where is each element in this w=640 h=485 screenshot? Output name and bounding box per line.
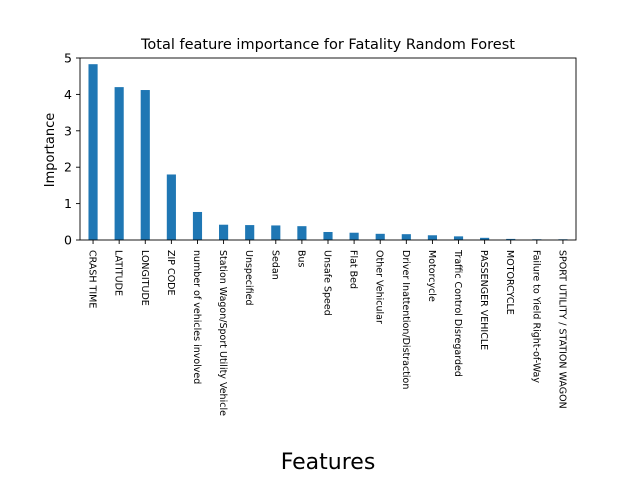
bar xyxy=(140,90,150,240)
x-tick-label: CRASH TIME xyxy=(87,250,98,308)
bar xyxy=(480,237,490,240)
x-tick-label: MOTORCYCLE xyxy=(504,250,515,315)
x-tick-label: Sedan xyxy=(269,250,280,280)
bar xyxy=(192,211,203,240)
bar xyxy=(453,236,464,240)
x-tick-label: Unsafe Speed xyxy=(322,250,333,316)
x-tick-label: Station Wagon/Sport Utility Vehicle xyxy=(217,250,228,416)
bar xyxy=(349,232,359,240)
y-tick-label: 4 xyxy=(64,87,72,102)
x-tick-label: Driver Inattention/Distraction xyxy=(400,250,411,389)
x-tick-label: Other Vehicular xyxy=(374,250,385,324)
y-tick-label: 0 xyxy=(64,233,72,248)
y-tick-label: 1 xyxy=(64,196,72,211)
x-tick-label: Unspecified xyxy=(243,250,254,306)
bar xyxy=(297,226,307,240)
x-tick-label: ZIP CODE xyxy=(165,250,176,296)
x-tick-label: Bus xyxy=(295,250,306,268)
y-tick-label: 5 xyxy=(64,51,72,66)
y-tick-label: 3 xyxy=(64,123,72,138)
bar xyxy=(114,87,124,241)
bar xyxy=(245,225,255,240)
bar xyxy=(166,174,176,240)
axes-frame xyxy=(79,57,577,241)
x-tick-label: SPORT UTILITY / STATION WAGON xyxy=(556,250,567,409)
x-tick-label: LATITUDE xyxy=(113,250,124,296)
x-tick-label: PASSENGER VEHICLE xyxy=(478,250,489,350)
x-tick-label: LONGITUDE xyxy=(139,250,150,306)
bar xyxy=(219,224,229,240)
bar xyxy=(88,64,98,240)
x-axis-label: Features xyxy=(281,450,376,475)
bar xyxy=(401,234,411,240)
plot-area: 0 1 2 3 4 5 CRASH TIME LATITUDE LONGITUDE ZIP COD… xyxy=(64,51,577,416)
bar xyxy=(271,225,281,240)
bar xyxy=(506,238,516,240)
bar xyxy=(427,235,437,240)
bar xyxy=(323,231,333,240)
x-tick-label: number of vehicles involved xyxy=(191,250,202,384)
y-tick-label: 2 xyxy=(64,160,72,175)
x-tick-label: Traffic Control Disregarded xyxy=(452,249,463,377)
x-tick-label: Motorcycle xyxy=(426,250,437,302)
x-tick-label: Flat Bed xyxy=(348,250,359,289)
x-tick-label: Failure to Yield Right-of-Way xyxy=(530,250,541,383)
chart-title: Total feature importance for Fatality Ra… xyxy=(140,37,515,53)
y-axis-label: Importance xyxy=(43,113,58,188)
bar xyxy=(375,233,385,240)
